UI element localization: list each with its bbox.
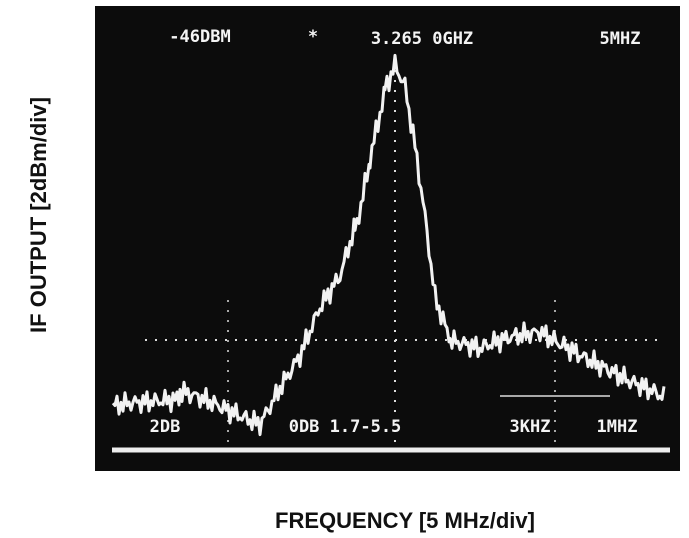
x-axis-label: FREQUENCY [5 MHz/div] [275,508,535,533]
vbw: 1MHZ [597,417,638,437]
figure: -46DBM * 3.265 0GHZ 5MHZ 2DB 0DB 1.7-5.5… [0,0,689,538]
attenuation: 0DB 1.7-5.5 [289,417,402,437]
rbw: 3KHZ [510,417,551,437]
marker: * [308,27,318,47]
y-axis-label: IF OUTPUT [2dBm/div] [26,97,51,333]
span: 5MHZ [600,29,641,49]
center-frequency: 3.265 0GHZ [371,29,473,49]
reference-level: -46DBM [169,27,230,47]
scale: 2DB [150,417,181,437]
